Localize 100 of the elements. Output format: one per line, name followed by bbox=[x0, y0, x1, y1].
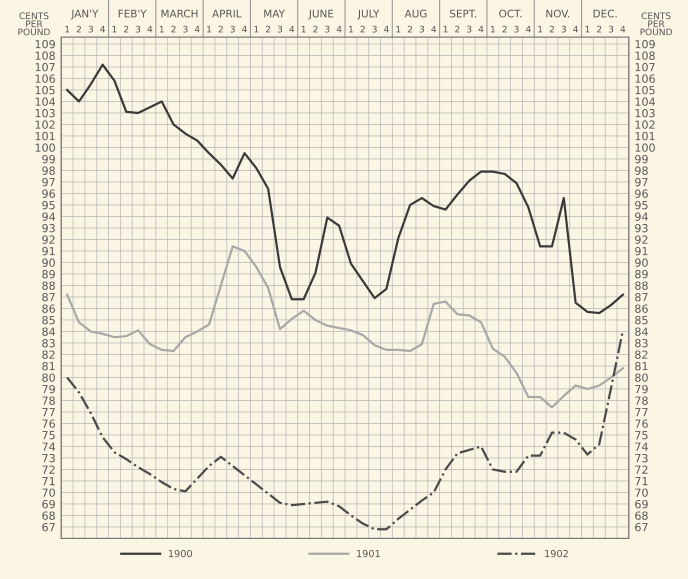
x-tick-label: 3 bbox=[325, 26, 330, 33]
text: NOV. bbox=[546, 10, 570, 18]
y-tick-label: 103 bbox=[36, 108, 55, 118]
y2-tick-label: 89 bbox=[635, 270, 648, 278]
y2-tick-label: 92 bbox=[635, 235, 648, 244]
y2-tick-label: 90 bbox=[635, 258, 648, 267]
y-tick-label: 80 bbox=[42, 373, 55, 382]
y-tick-label: 81 bbox=[42, 362, 55, 370]
x-tick-label: 3 bbox=[467, 26, 472, 33]
y-tick-label: 107 bbox=[36, 62, 55, 72]
line-series bbox=[66, 245, 624, 408]
y-tick-label: 73 bbox=[42, 454, 55, 462]
y-tick-label: 82 bbox=[42, 350, 55, 359]
x-tick-label: 1 bbox=[444, 26, 448, 32]
text: FEB'Y bbox=[118, 10, 147, 18]
text: JAN'Y bbox=[70, 10, 98, 20]
y2-tick-label: 88 bbox=[635, 281, 648, 290]
x-tick-label: 2 bbox=[502, 26, 507, 32]
y2-tick-label: 109 bbox=[636, 40, 655, 48]
legend-label: 1902 bbox=[545, 550, 568, 558]
y-tick-label: 74 bbox=[42, 442, 56, 451]
x-tick-label: 4 bbox=[573, 26, 578, 32]
x-tick-label: 3 bbox=[514, 26, 519, 33]
y-tick-label: 109 bbox=[36, 40, 55, 48]
x-tick-label: 4 bbox=[478, 26, 484, 32]
y-tick-label: 79 bbox=[42, 384, 55, 394]
y2-tick-label: 69 bbox=[635, 500, 648, 508]
y-tick-label: 77 bbox=[42, 408, 55, 416]
y2-tick-label: 74 bbox=[635, 442, 648, 451]
y-tick-label: 90 bbox=[42, 258, 55, 267]
y2-tick-label: 91 bbox=[635, 246, 648, 256]
y-tick-label: 100 bbox=[36, 143, 55, 152]
y2-tick-label: 98 bbox=[635, 166, 648, 175]
y-tick-label: 99 bbox=[42, 154, 55, 164]
x-tick-label: 2 bbox=[313, 26, 318, 32]
x-tick-label: 1 bbox=[112, 26, 116, 32]
y2-tick-label: 78 bbox=[635, 396, 648, 405]
x-tick-label: 4 bbox=[194, 26, 200, 32]
y2-tick-label: 70 bbox=[635, 488, 648, 497]
x-tick-label: 3 bbox=[562, 26, 566, 33]
x-tick-label: 3 bbox=[372, 26, 377, 33]
y-tick-label: 105 bbox=[36, 86, 55, 94]
text: MAY bbox=[264, 10, 285, 18]
x-tick-label: 4 bbox=[336, 26, 342, 32]
x-tick-label: 1 bbox=[65, 26, 70, 32]
x-tick-label: 4 bbox=[100, 26, 105, 32]
y2-tick-label: 80 bbox=[635, 373, 648, 382]
x-tick-label: 4 bbox=[526, 26, 531, 32]
text: SEPT. bbox=[450, 10, 476, 18]
x-tick-label: 1 bbox=[302, 26, 306, 32]
y-tick-label: 101 bbox=[36, 132, 55, 140]
y2-tick-label: 73 bbox=[635, 454, 648, 462]
y-tick-label: 104 bbox=[36, 97, 56, 106]
y-tick-label: 97 bbox=[42, 178, 55, 186]
y-tick-label: 75 bbox=[42, 431, 55, 440]
y-tick-label: 88 bbox=[42, 281, 55, 290]
y-tick-label: 72 bbox=[42, 465, 55, 474]
y2-tick-label: 86 bbox=[635, 304, 648, 313]
y2-tick-label: 95 bbox=[635, 200, 648, 210]
y2-tick-label: 75 bbox=[635, 431, 648, 440]
y-tick-label: 83 bbox=[42, 338, 55, 348]
y2-tick-label: 103 bbox=[636, 108, 655, 118]
y2-tick-label: 107 bbox=[636, 62, 655, 72]
y2-tick-label: 72 bbox=[635, 465, 648, 474]
x-tick-label: 1 bbox=[160, 26, 164, 32]
y2-tick-label: 68 bbox=[635, 511, 648, 520]
x-tick-label: 3 bbox=[230, 26, 235, 33]
legend-label: 1900 bbox=[168, 550, 192, 558]
y-tick-label: 84 bbox=[42, 327, 56, 336]
y2-tick-label: 77 bbox=[635, 408, 648, 416]
x-tick-label: 2 bbox=[550, 26, 554, 32]
y-tick-label: 91 bbox=[42, 246, 55, 256]
y-tick-label: 102 bbox=[36, 120, 55, 129]
y-tick-label: 68 bbox=[42, 511, 55, 520]
text: OCT. bbox=[499, 10, 522, 18]
y2-tick-label: 102 bbox=[636, 120, 654, 129]
x-tick-label: 4 bbox=[289, 26, 294, 32]
x-tick-label: 4 bbox=[620, 26, 626, 32]
x-tick-label: 4 bbox=[242, 26, 247, 32]
y2-tick-label: 82 bbox=[635, 350, 648, 359]
x-tick-label: 1 bbox=[349, 26, 353, 32]
x-tick-label: 1 bbox=[396, 26, 400, 32]
x-tick-label: 3 bbox=[136, 26, 140, 33]
y-tick-label: 98 bbox=[42, 166, 55, 175]
y2-tick-label: 67 bbox=[635, 522, 648, 532]
y2-tick-label: 71 bbox=[635, 477, 648, 486]
x-tick-label: 1 bbox=[538, 26, 542, 32]
legend-label: 1901 bbox=[357, 550, 380, 558]
y-tick-label: 70 bbox=[42, 488, 55, 497]
y2-tick-label: 106 bbox=[636, 74, 655, 83]
x-tick-label: 2 bbox=[76, 26, 81, 32]
y2-tick-label: 108 bbox=[636, 51, 655, 60]
x-tick-label: 4 bbox=[384, 26, 389, 32]
x-tick-label: 2 bbox=[597, 26, 602, 32]
x-tick-label: 3 bbox=[420, 26, 424, 33]
y2-tick-label: 85 bbox=[635, 316, 648, 324]
x-tick-label: 1 bbox=[490, 26, 495, 32]
y-tick-label: 108 bbox=[36, 51, 55, 60]
x-tick-label: 2 bbox=[266, 26, 270, 32]
x-tick-label: 3 bbox=[88, 26, 93, 33]
